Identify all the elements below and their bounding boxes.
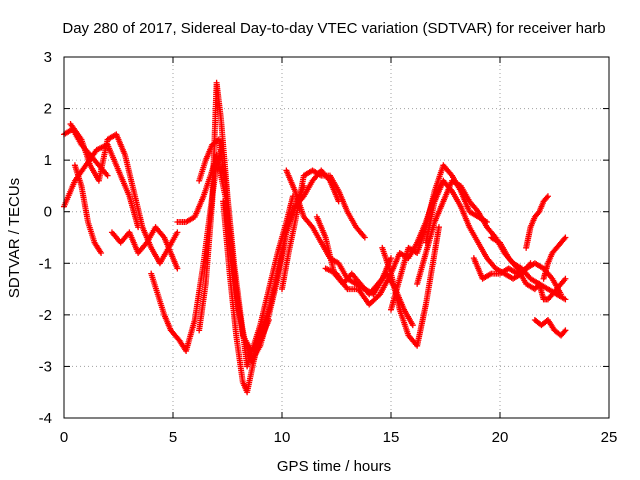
series-20 [488,234,569,303]
chart-title: Day 280 of 2017, Sidereal Day-to-day VTE… [62,20,605,37]
series-21 [523,193,551,251]
x-tick-label: 25 [601,429,618,446]
y-axis-label: SDTVAR / TECUs [6,178,23,298]
y-tick-label: -4 [39,410,52,427]
x-axis-label: GPS time / hours [277,458,391,475]
series-5 [108,224,181,272]
data-point [558,291,565,298]
data-point [409,322,416,329]
y-tick-label: 2 [44,101,52,118]
data-point [361,234,368,241]
y-tick-label: 0 [44,204,52,221]
y-tick-label: 1 [44,152,52,169]
data-points [61,79,569,396]
y-tick-label: -1 [39,255,52,272]
axis-ticks: 0 5 10 15 20 25 -4 -3 -2 -1 0 1 2 3 [39,49,618,446]
data-point [561,235,568,242]
data-point [435,224,442,231]
x-tick-label: 10 [274,429,291,446]
series-4 [71,162,105,256]
data-point [562,275,569,282]
data-point [544,193,551,200]
series-3 [67,121,181,267]
series-23 [531,317,569,339]
x-tick-label: 0 [60,429,68,446]
data-point [562,296,569,303]
x-tick-label: 15 [383,429,400,446]
data-point [388,255,394,262]
data-point [98,249,105,256]
data-point [104,172,111,179]
data-point [562,327,569,334]
data-point [561,328,568,335]
plot-frame [63,56,610,419]
data-point [543,194,550,201]
x-tick-label: 5 [169,429,177,446]
y-tick-label: 3 [44,49,52,66]
data-point [174,229,181,236]
data-point [535,210,542,217]
data-point [562,234,569,241]
x-tick-label: 20 [492,429,509,446]
series-22 [540,234,569,282]
series-10 [220,167,342,396]
y-tick-label: -2 [39,307,52,324]
y-tick-label: -3 [39,358,52,375]
data-point [174,265,181,272]
